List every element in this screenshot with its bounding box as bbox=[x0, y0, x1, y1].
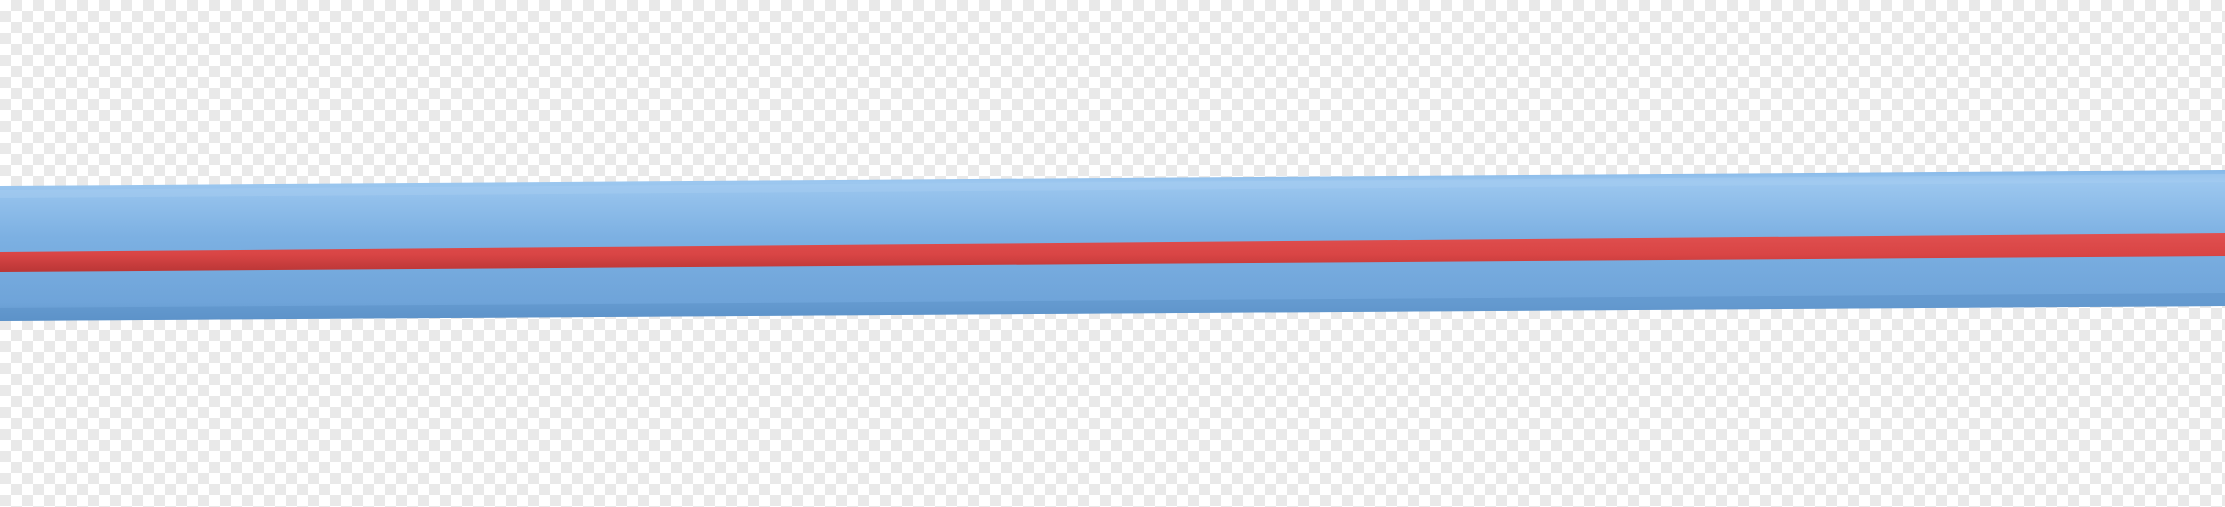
tube-highlight bbox=[0, 174, 2225, 198]
red-stripe bbox=[0, 233, 2225, 272]
tube-shadow bbox=[0, 293, 2225, 321]
